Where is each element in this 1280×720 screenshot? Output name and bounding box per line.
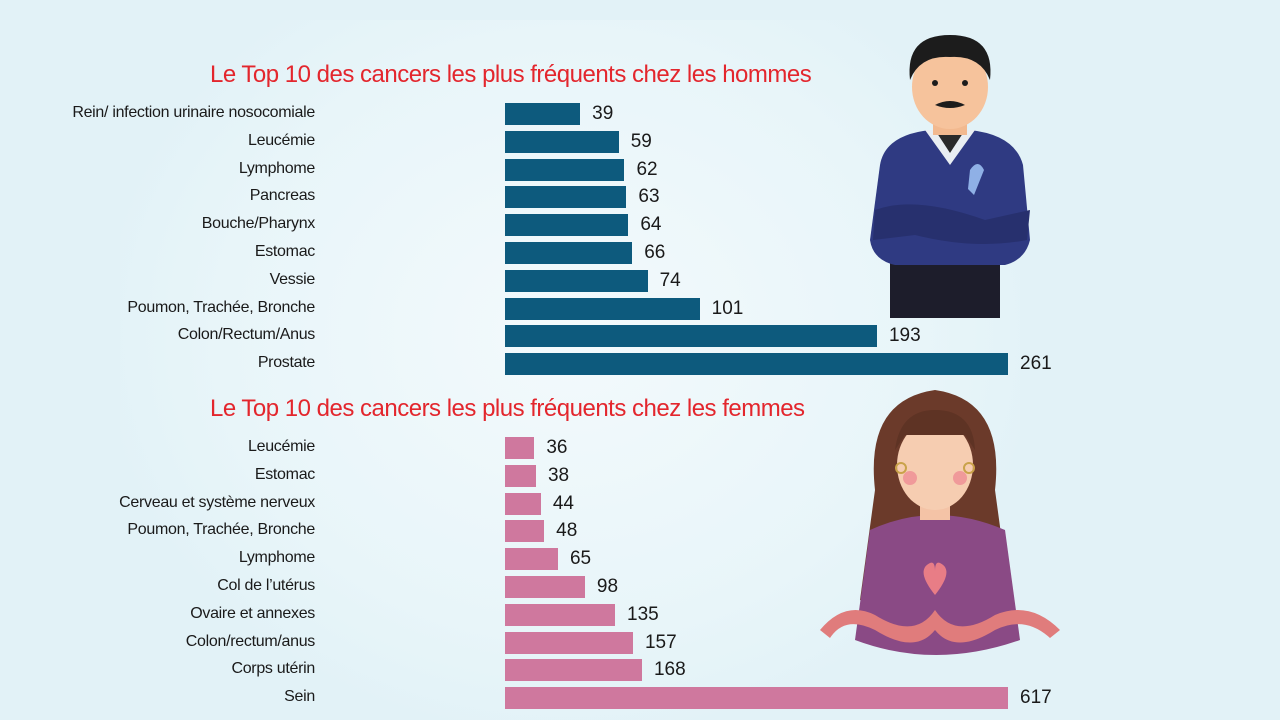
category-label: Ovaire et annexes	[190, 604, 315, 622]
bar	[505, 186, 627, 209]
bar-row: Sein 617	[0, 687, 1100, 710]
chart-title-women: Le Top 10 des cancers les plus fréquents…	[210, 395, 805, 422]
data-label: 98	[596, 576, 619, 597]
bar-row: Prostate 261	[0, 353, 1100, 376]
bar-row: Lymphome 62	[0, 158, 1100, 181]
woman-illustration	[820, 390, 1060, 655]
data-label: 193	[888, 325, 921, 347]
category-label: Bouche/Pharynx	[201, 215, 316, 233]
bar-row: Ovaire et annexes 135	[0, 603, 1100, 626]
bar	[505, 297, 700, 320]
bar-row: Bouche/Pharynx 64	[0, 214, 1100, 237]
bar	[505, 158, 625, 181]
bar	[505, 576, 585, 598]
bar	[505, 437, 535, 459]
bar-row: Corps utérin 168	[0, 659, 1100, 682]
bar	[505, 659, 642, 682]
category-label: Corps utérin	[231, 660, 315, 678]
bar-row: Lymphome 65	[0, 548, 1100, 571]
category-label: Poumon, Trachée, Bronche	[127, 298, 315, 316]
bar	[505, 603, 616, 626]
bar-row: Colon/Rectum/Anus 193	[0, 325, 1100, 348]
data-label: 63	[638, 186, 660, 208]
bar-row: Vessie 74	[0, 269, 1100, 292]
bar	[505, 325, 877, 348]
data-label: 36	[546, 437, 568, 458]
bar	[505, 269, 648, 292]
chart-title-men: Le Top 10 des cancers les plus fréquents…	[210, 61, 812, 88]
data-label: 65	[569, 548, 592, 570]
data-label: 48	[556, 520, 578, 542]
data-label: 157	[644, 631, 677, 653]
category-label: Lymphome	[238, 549, 315, 567]
data-label: 74	[659, 269, 681, 291]
bar	[505, 492, 541, 515]
category-label: Leucémie	[248, 438, 315, 455]
man-illustration	[870, 35, 1030, 318]
data-label: 59	[630, 130, 652, 152]
category-label: Colon/Rectum/Anus	[177, 326, 316, 344]
data-label: 135	[627, 603, 659, 625]
category-label: Vessie	[269, 270, 316, 288]
data-label: 168	[653, 659, 686, 681]
bar-row: Pancreas 63	[0, 186, 1100, 209]
bar-row: Estomac 66	[0, 242, 1100, 264]
bar	[505, 687, 1008, 710]
bar	[505, 103, 581, 125]
data-label: 62	[636, 158, 658, 180]
category-label: Sein	[284, 688, 315, 706]
bar	[505, 631, 633, 654]
data-label: 64	[640, 214, 662, 236]
data-label: 617	[1020, 687, 1052, 709]
category-label: Estomac	[254, 243, 315, 260]
bar-row: Rein/ infection urinaire nosocomiale 39	[0, 103, 1100, 125]
bar	[505, 353, 1008, 376]
data-label: 101	[711, 297, 744, 319]
bar-row: Cerveau et système nerveux 44	[0, 492, 1100, 515]
category-label: Col de l’utérus	[217, 577, 315, 594]
category-label: Rein/ infection urinaire nosocomiale	[72, 104, 315, 121]
category-label: Poumon, Trachée, Bronche	[127, 521, 315, 539]
category-label: Leucémie	[248, 131, 315, 149]
bar-row: Leucémie 59	[0, 130, 1100, 153]
bar	[505, 242, 633, 264]
bar	[505, 464, 536, 487]
category-label: Lymphome	[238, 159, 315, 177]
category-label: Colon/rectum/anus	[185, 632, 316, 650]
bar	[505, 214, 629, 237]
bar	[505, 548, 558, 571]
category-label: Estomac	[254, 465, 315, 483]
category-label: Cerveau et système nerveux	[119, 493, 315, 511]
data-label: 261	[1020, 353, 1052, 375]
data-label: 66	[644, 242, 666, 263]
data-label: 39	[592, 103, 614, 124]
bar-row: Colon/rectum/anus 157	[0, 631, 1100, 654]
category-label: Pancreas	[249, 187, 316, 205]
data-label: 44	[552, 492, 574, 514]
category-label: Prostate	[257, 354, 315, 372]
bar-row: Poumon, Trachée, Bronche 48	[0, 520, 1100, 543]
bar-row: Leucémie 36	[0, 437, 1100, 459]
bar	[505, 520, 545, 543]
data-label: 38	[547, 464, 570, 486]
bar-row: Estomac 38	[0, 464, 1100, 487]
bar-row: Col de l’utérus 98	[0, 576, 1100, 598]
bar	[505, 130, 619, 153]
bar-row: Poumon, Trachée, Bronche 101	[0, 297, 1100, 320]
